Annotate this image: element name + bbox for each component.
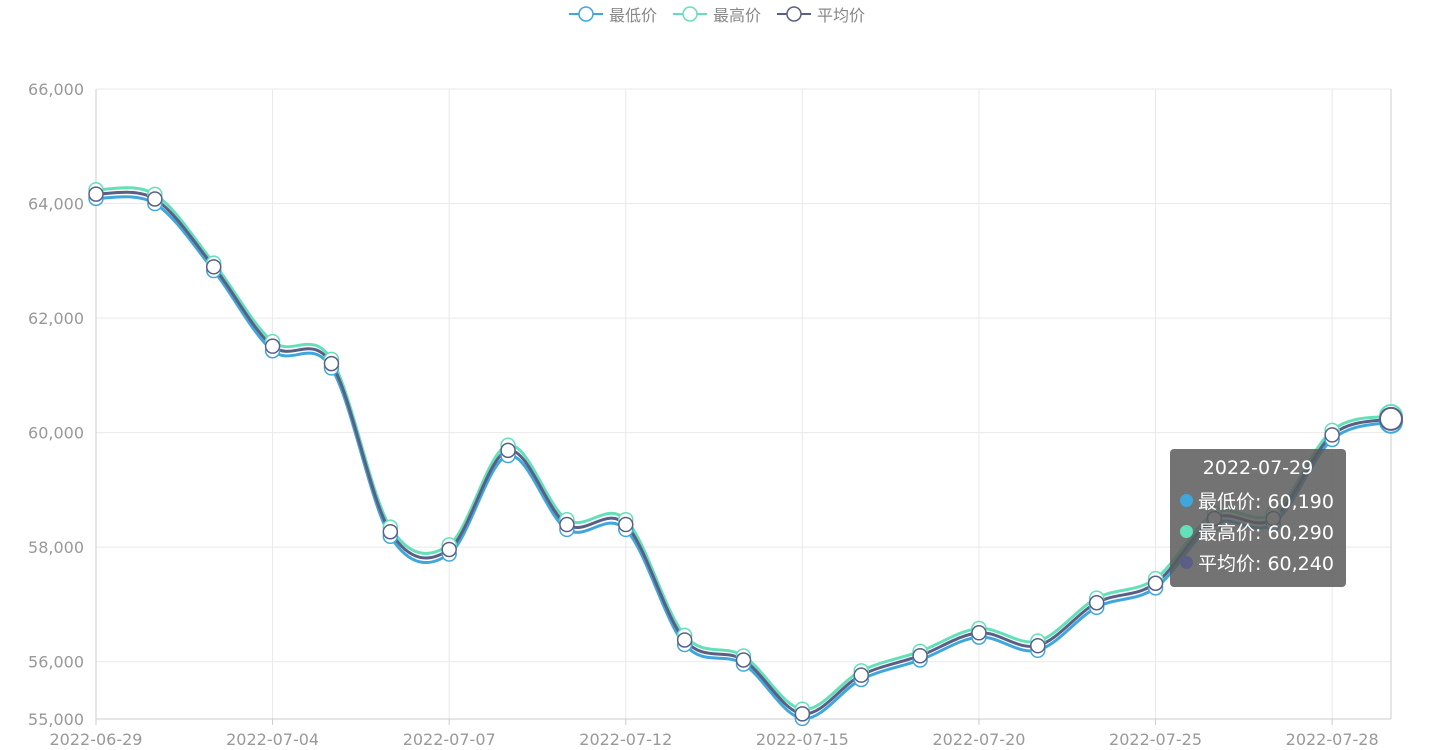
data-point-avg[interactable] bbox=[323, 355, 340, 372]
tooltip-date: 2022-07-29 bbox=[1202, 457, 1314, 479]
tooltip-high-dot-icon bbox=[1180, 525, 1193, 538]
legend-item-low[interactable]: 最低价 bbox=[568, 2, 657, 26]
data-point-avg[interactable] bbox=[147, 191, 163, 207]
y-tick-label: 60,000 bbox=[28, 424, 84, 443]
data-point-avg[interactable] bbox=[735, 652, 752, 668]
legend-high-icon bbox=[672, 6, 707, 22]
tooltip: 2022-07-29 最低价: 60,190 最高价: 60,290 平均价: … bbox=[1170, 449, 1346, 587]
series-line-low bbox=[95, 195, 1392, 720]
legend-label-avg: 平均价 bbox=[817, 6, 866, 25]
legend-avg-icon bbox=[777, 6, 811, 22]
data-point-avg[interactable] bbox=[441, 541, 457, 558]
data-point-avg[interactable] bbox=[912, 647, 928, 664]
tooltip-row-low: 最低价: 60,190 bbox=[1180, 485, 1336, 516]
data-point-avg[interactable] bbox=[264, 338, 281, 354]
x-tick-label: 2022-06-29 bbox=[50, 730, 143, 749]
x-tick-label: 2022-07-12 bbox=[579, 730, 672, 749]
legend-low-icon bbox=[568, 6, 603, 22]
x-tick-label: 2022-07-25 bbox=[1109, 730, 1202, 749]
data-point-avg[interactable] bbox=[794, 706, 811, 722]
data-point-avg[interactable] bbox=[676, 632, 693, 648]
x-tick-label: 2022-07-20 bbox=[932, 730, 1025, 749]
legend-label-high: 最高价 bbox=[712, 6, 761, 25]
data-point-avg[interactable] bbox=[1030, 637, 1046, 654]
y-tick-label: 66,000 bbox=[28, 80, 84, 99]
data-point-avg[interactable] bbox=[88, 186, 104, 202]
data-point-avg[interactable] bbox=[1324, 427, 1340, 443]
axes: 55,000 56,000 58,000 60,000 62,000 64,000 66,0… bbox=[28, 80, 1392, 749]
y-tick-label: 64,000 bbox=[28, 195, 84, 214]
data-point-avg[interactable] bbox=[382, 523, 399, 540]
y-tick-label: 56,000 bbox=[28, 653, 84, 672]
legend-item-avg[interactable]: 平均价 bbox=[777, 2, 865, 26]
data-point-avg[interactable] bbox=[205, 259, 222, 275]
legend-item-high[interactable]: 最高价 bbox=[672, 2, 761, 26]
legend-label-low: 最低价 bbox=[608, 6, 657, 25]
data-point-avg[interactable] bbox=[853, 667, 869, 683]
grid-lines bbox=[95, 88, 1391, 720]
tooltip-low-dot-icon bbox=[1180, 494, 1193, 507]
x-tick-label: 2022-07-07 bbox=[403, 730, 496, 749]
tooltip-avg-text: 平均价: 60,240 bbox=[1198, 553, 1334, 575]
y-tick-label: 58,000 bbox=[28, 538, 84, 557]
x-tick-label: 2022-07-15 bbox=[756, 730, 849, 749]
data-point-avg[interactable] bbox=[1088, 594, 1105, 611]
data-point-avg[interactable] bbox=[618, 516, 634, 533]
tooltip-row-avg: 平均价: 60,240 bbox=[1180, 547, 1336, 578]
y-tick-label: 55,000 bbox=[28, 710, 84, 729]
data-point-avg[interactable] bbox=[971, 625, 987, 641]
y-tick-label: 62,000 bbox=[28, 309, 84, 328]
x-tick-label: 2022-07-04 bbox=[226, 730, 319, 749]
data-point-avg[interactable] bbox=[500, 442, 516, 459]
tooltip-row-high: 最高价: 60,290 bbox=[1180, 516, 1336, 547]
data-point-avg[interactable] bbox=[559, 516, 575, 533]
tooltip-high-text: 最高价: 60,290 bbox=[1198, 522, 1334, 544]
tooltip-low-text: 最低价: 60,190 bbox=[1198, 491, 1334, 513]
data-point-avg[interactable] bbox=[1379, 406, 1403, 431]
legend: 最低价 最高价 平均价 bbox=[0, 2, 1434, 26]
series-line-avg bbox=[95, 190, 1392, 716]
data-point-avg[interactable] bbox=[1147, 575, 1164, 592]
tooltip-avg-dot-icon bbox=[1180, 556, 1193, 569]
x-tick-label: 2022-07-28 bbox=[1286, 730, 1379, 749]
